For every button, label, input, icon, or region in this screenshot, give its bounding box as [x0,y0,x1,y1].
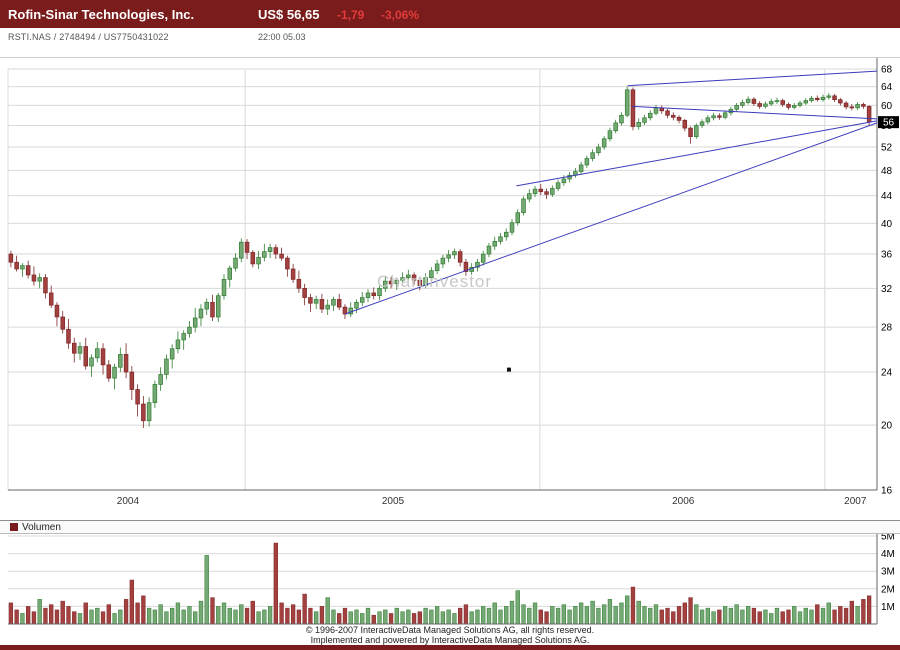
price-tick-label: 64 [881,82,893,93]
price-tick-label: 44 [881,191,893,202]
event-marker [506,367,511,372]
price-chart: 68 64 60 56 52 48 44 40 36 32 28 24 20 16 2004 2005 2006… [0,44,900,520]
volume-legend: Volumen [0,520,900,534]
price-change-pct: -3,06% [381,8,420,22]
year-label: 2005 [382,496,405,507]
volume-gridlines [8,535,877,607]
copyright-line: © 1996-2007 InteractiveData Managed Solu… [305,625,595,635]
volume-tick-label: 3M [881,567,895,578]
footer: © 1996-2007 InteractiveData Managed Solu… [0,625,900,645]
volume-tick-label: 5M [881,534,895,543]
price-tick-label: 68 [881,65,893,76]
price-tick-label: 32 [881,284,893,295]
svg-text:56: 56 [883,118,895,129]
price-tick-label: 52 [881,143,893,154]
volume-tick-label: 2M [881,584,895,595]
price-tick-label: 36 [881,250,893,261]
candlestick-series [8,86,872,428]
volume-legend-swatch-icon [10,523,18,531]
price-tick-label: 24 [881,368,893,379]
brand-bar [0,645,900,650]
powered-by-line: Implemented and powered by InteractiveDa… [310,634,590,645]
year-label: 2006 [672,496,695,507]
volume-tick-label: 4M [881,549,895,560]
price-tick-label: 16 [881,486,893,497]
price-tick-label: 40 [881,219,893,230]
subheader-bar: RSTI.NAS / 2748494 / US7750431022 22:00 … [0,28,900,44]
price-tick-label: 28 [881,323,893,334]
price-tick-label: 20 [881,421,893,432]
volume-tick-label: 1M [881,602,895,613]
instrument-title: Rofin-Sinar Technologies, Inc. [8,7,195,22]
price-change: -1,79 [337,8,365,22]
symbol-line: RSTI.NAS / 2748494 / US7750431022 [8,32,169,42]
watermark: ChartInvestor [377,272,493,291]
year-label: 2007 [844,496,867,507]
price-tick-label: 60 [881,101,893,112]
current-price-tag: 56 [878,116,899,129]
last-price: US$ 56,65 [258,7,320,22]
year-label: 2004 [117,496,140,507]
trendlines [345,70,878,315]
quote-timestamp: 22:00 05.03 [258,32,306,42]
price-tick-label: 48 [881,166,893,177]
volume-chart: 1M 2M 3M 4M 5M [0,532,900,626]
volume-legend-label: Volumen [22,521,61,533]
volume-bars [8,542,872,625]
header-bar: Rofin-Sinar Technologies, Inc. US$ 56,65… [0,0,900,28]
price-gridlines [0,57,900,491]
price-chart-svg: 68 64 60 56 52 48 44 40 36 32 28 24 20 16 2004 2005 2006… [0,57,900,507]
volume-chart-svg: 1M 2M 3M 4M 5M [8,532,895,625]
